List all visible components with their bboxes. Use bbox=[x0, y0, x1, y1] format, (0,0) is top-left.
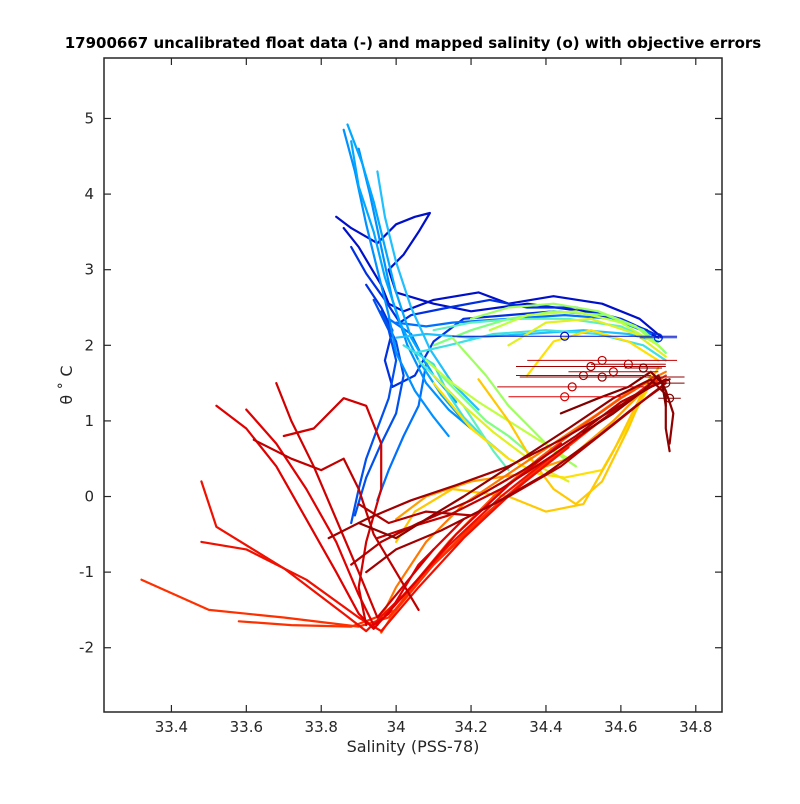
x-tick-label: 34.6 bbox=[604, 718, 637, 736]
profile-line-42 bbox=[252, 438, 420, 611]
y-tick-label: -2 bbox=[79, 639, 94, 657]
profile-line-50 bbox=[559, 370, 667, 415]
y-tick-label: 1 bbox=[84, 412, 94, 430]
profile-line-5 bbox=[350, 298, 398, 525]
profile-line-25 bbox=[507, 317, 667, 358]
mapped-salinity-marker-8 bbox=[597, 372, 607, 382]
profile-line-6 bbox=[353, 310, 405, 517]
y-tick-label: 4 bbox=[84, 185, 94, 203]
profile-line-24 bbox=[425, 359, 570, 460]
mapped-salinity-marker-7 bbox=[578, 370, 589, 381]
mapped-salinity-marker-12 bbox=[661, 378, 671, 388]
profile-line-30 bbox=[477, 374, 652, 506]
y-axis-ticks: -2 -1 0 1 2 3 4 5 bbox=[79, 109, 722, 657]
profile-line-20 bbox=[440, 374, 533, 456]
profile-line-11 bbox=[346, 123, 458, 404]
mapped-salinity-marker-2 bbox=[653, 333, 663, 343]
profile-line-27 bbox=[526, 329, 660, 377]
plot-area-frame bbox=[103, 57, 723, 713]
y-tick-label: 3 bbox=[84, 261, 94, 279]
y-tick-label: 0 bbox=[84, 488, 94, 506]
errorbar-layer bbox=[452, 331, 685, 403]
mapped-salinity-marker-9 bbox=[567, 382, 577, 392]
x-tick-label: 34.8 bbox=[679, 718, 712, 736]
x-tick-label: 34 bbox=[387, 718, 406, 736]
profile-line-2 bbox=[342, 227, 664, 339]
y-tick-label: 2 bbox=[84, 336, 94, 354]
profile-line-41 bbox=[282, 397, 383, 627]
mapped-salinity-marker-10 bbox=[560, 392, 570, 402]
x-tick-label: 33.4 bbox=[155, 718, 188, 736]
y-tick-label: -1 bbox=[79, 563, 94, 581]
profile-line-7 bbox=[376, 317, 428, 502]
series-layer bbox=[140, 123, 675, 634]
y-axis-label: θ ˚ C bbox=[57, 365, 76, 404]
profile-line-38 bbox=[215, 404, 562, 630]
x-tick-label: 33.6 bbox=[230, 718, 263, 736]
mapped-salinity-marker-13 bbox=[664, 393, 675, 403]
profile-line-21 bbox=[470, 302, 664, 351]
profile-line-16 bbox=[413, 329, 667, 362]
profile-line-23 bbox=[488, 310, 660, 347]
mapped-salinity-marker-11 bbox=[638, 363, 648, 373]
profile-line-3 bbox=[350, 245, 656, 336]
y-tick-label: 5 bbox=[84, 109, 94, 127]
chart-title: 17900667 uncalibrated float data (-) and… bbox=[65, 34, 762, 52]
x-tick-label: 33.8 bbox=[305, 718, 338, 736]
x-tick-label: 34.2 bbox=[454, 718, 487, 736]
profile-line-37 bbox=[200, 446, 570, 633]
profile-line-47 bbox=[365, 385, 664, 574]
mapped-salinity-marker-5 bbox=[586, 361, 596, 372]
profile-line-40 bbox=[275, 382, 435, 619]
x-axis-ticks: 33.4 33.6 33.8 34 34.2 34.4 34.6 34.8 bbox=[155, 58, 712, 736]
profile-line-29 bbox=[395, 366, 660, 543]
profile-line-28 bbox=[432, 382, 652, 479]
profile-line-49 bbox=[582, 374, 675, 445]
x-axis-label: Salinity (PSS-78) bbox=[347, 737, 480, 756]
profile-line-18 bbox=[432, 317, 656, 343]
mapped-salinity-marker-1 bbox=[560, 331, 570, 341]
profile-line-19 bbox=[432, 310, 667, 354]
x-tick-label: 34.4 bbox=[529, 718, 562, 736]
profile-line-44 bbox=[350, 382, 660, 566]
